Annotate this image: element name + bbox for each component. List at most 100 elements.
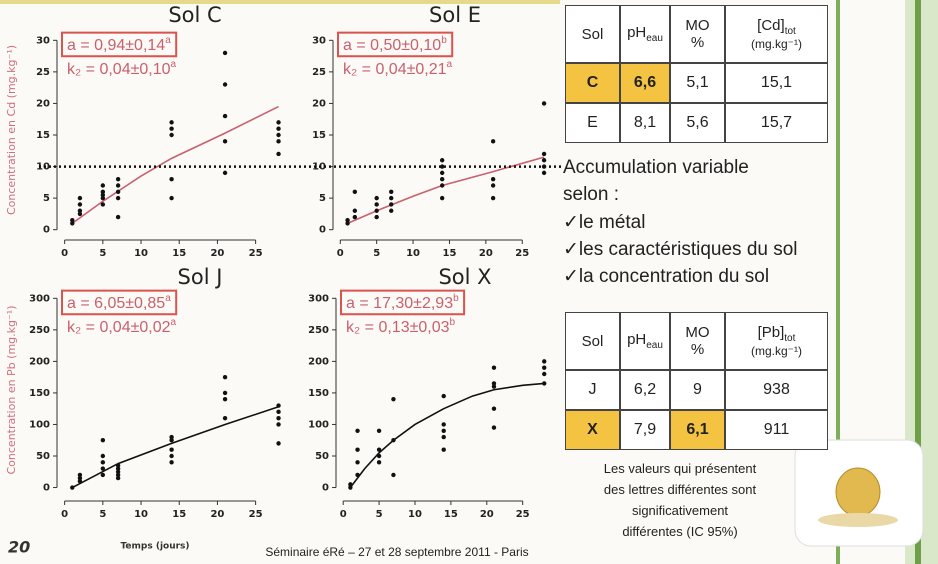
data-point — [115, 214, 121, 220]
data-point — [374, 208, 379, 213]
data-point — [389, 195, 394, 201]
header-text: Sol — [581, 332, 604, 350]
data-point — [100, 202, 106, 207]
data-point — [276, 422, 281, 427]
x-tick-label: 0 — [61, 248, 68, 259]
header-line: [Pb]tot — [758, 324, 796, 344]
data-point — [169, 120, 174, 125]
table-cell: 7,9 — [620, 410, 670, 450]
data-point — [542, 381, 547, 386]
x-tick-label: 0 — [340, 509, 347, 520]
header-text: MO — [685, 17, 710, 34]
table-cell: X — [565, 410, 620, 450]
annotation-text: a = 17,30±2,93 — [346, 295, 453, 312]
data-point — [376, 453, 382, 459]
x-tick-label: 5 — [99, 509, 106, 520]
header-line: [Cd]tot — [757, 17, 796, 37]
annotation: a = 6,05±0,85a — [67, 293, 171, 313]
data-point — [100, 438, 106, 443]
data-point — [355, 460, 360, 465]
annotation-letter: a — [171, 317, 177, 328]
bullet: ✓le métal — [563, 212, 646, 233]
y-tick-label: 100 — [29, 419, 50, 430]
annotation: a = 17,30±2,93b — [346, 293, 459, 313]
x-tick-label: 20 — [479, 248, 493, 259]
y-tick-label: 0 — [322, 483, 329, 494]
data-point — [222, 113, 228, 119]
table-header-cell: Sol — [565, 312, 620, 370]
y-tick-label: 200 — [29, 356, 50, 367]
data-point — [441, 428, 446, 433]
data-point — [376, 428, 382, 433]
data-point — [222, 415, 228, 421]
data-point — [391, 397, 396, 402]
annotation-letter: a — [171, 59, 177, 70]
data-point — [441, 434, 446, 440]
fit-curve — [71, 406, 279, 489]
table-cell: 5,1 — [670, 63, 725, 103]
data-point — [389, 202, 394, 207]
data-point — [169, 447, 174, 452]
table-cell: E — [565, 103, 620, 143]
data-point — [115, 469, 121, 474]
data-point — [100, 472, 106, 478]
header-text: Sol — [581, 25, 604, 43]
data-point — [374, 214, 379, 220]
x-tick-label: 10 — [408, 509, 422, 520]
fit-curve — [349, 382, 545, 489]
data-point — [169, 176, 174, 182]
header-line: Sol — [582, 333, 604, 350]
annotation-box — [340, 289, 466, 316]
table-header-cell: MO% — [670, 5, 725, 63]
header-line: Sol — [582, 26, 604, 43]
x-tick-label: 15 — [172, 248, 186, 259]
y-tick-label: 50 — [315, 451, 329, 462]
annotation: a = 0,94±0,14a — [67, 35, 171, 55]
table-cell: J — [565, 370, 620, 410]
data-point — [352, 214, 358, 220]
data-point — [115, 475, 121, 481]
data-point — [169, 438, 174, 443]
y-tick-label: 30 — [36, 35, 50, 46]
data-point — [439, 164, 445, 169]
y-tick-label: 15 — [312, 130, 326, 141]
data-point — [391, 438, 396, 443]
data-point — [491, 381, 497, 386]
data-point — [100, 183, 106, 188]
data-point — [355, 428, 360, 433]
x-tick-label: 25 — [249, 509, 263, 520]
data-point — [222, 390, 228, 396]
data-point — [345, 218, 350, 223]
bullet: ✓la concentration du sol — [563, 266, 770, 287]
annotation-box — [61, 31, 178, 58]
data-point — [100, 192, 106, 198]
data-point — [542, 371, 547, 377]
y-tick-label: 25 — [36, 67, 50, 78]
y-tick-label: 150 — [308, 388, 329, 399]
annotation-letter: b — [453, 293, 459, 304]
y-tick-label: 300 — [29, 293, 50, 304]
data-point — [70, 485, 75, 490]
x-tick-label: 5 — [376, 509, 383, 520]
fit-curve — [71, 105, 279, 225]
data-point — [441, 422, 446, 427]
data-point — [276, 403, 281, 408]
header-text: pH — [627, 331, 647, 348]
table-header-cell: pHeau — [620, 312, 670, 370]
y-tick-label: 20 — [312, 98, 326, 109]
side-stripe — [915, 0, 921, 564]
data-point — [169, 434, 174, 440]
table-header-cell: pHeau — [620, 5, 670, 63]
data-point — [115, 466, 121, 471]
data-point — [77, 202, 83, 207]
data-point — [374, 195, 379, 201]
text-line: Accumulation variable — [563, 157, 749, 178]
header-line: pHeau — [627, 331, 663, 351]
x-tick-label: 25 — [249, 248, 263, 259]
annotation: k₂ = 0,04±0,02a — [67, 317, 177, 337]
annotation-text: k₂ = 0,13±0,03 — [346, 319, 450, 336]
y-tick-label: 5 — [319, 193, 326, 204]
annotation-letter: b — [450, 317, 456, 328]
